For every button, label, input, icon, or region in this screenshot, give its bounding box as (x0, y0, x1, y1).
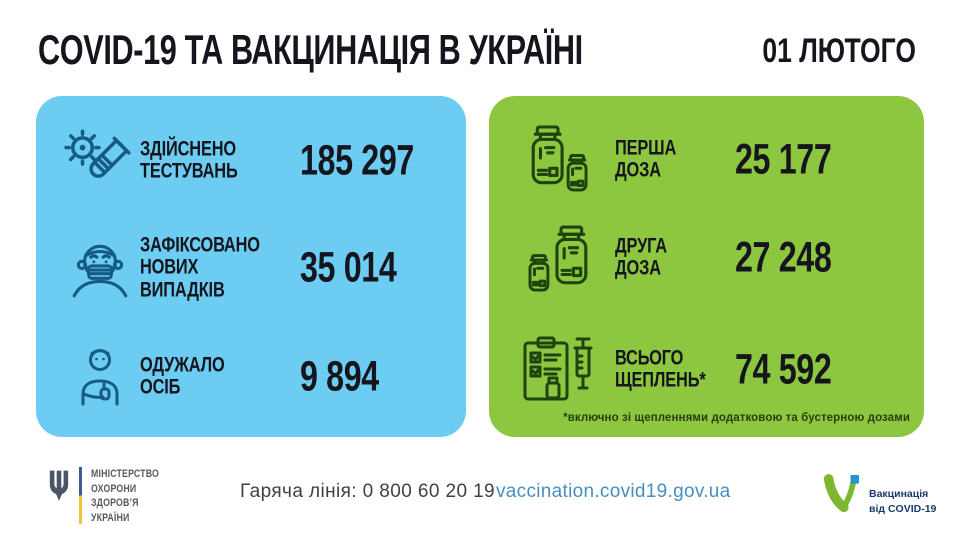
covid-stats-panel: ЗДІЙСНЕНО ТЕСТУВАНЬ 185 297 (36, 96, 466, 437)
stat-label: ЗАФІКСОВАНО НОВИХ ВИПАДКІВ (140, 233, 260, 302)
person-mask-icon (60, 235, 140, 301)
stat-row-new-cases: ЗАФІКСОВАНО НОВИХ ВИПАДКІВ 35 014 (36, 218, 466, 318)
vaccination-logo-text: Вакцинація від COVID-19 (869, 488, 937, 515)
stat-label: ВСЬОГО ЩЕПЛЕНЬ* (615, 346, 706, 392)
vials-second-dose-icon (517, 220, 601, 296)
ministry-name: МІНІСТЕРСТВО ОХОРОНИ ЗДОРОВ’Я УКРАЇНИ (91, 468, 160, 524)
vaccination-stats-panel: ПЕРША ДОЗА 25 177 (489, 96, 924, 437)
report-date: 01 ЛЮТОГО (762, 32, 916, 70)
test-tube-virus-icon (60, 128, 140, 194)
vaccination-campaign-logo: Вакцинація від COVID-19 (822, 472, 936, 518)
stat-label: ОДУЖАЛО ОСІБ (140, 353, 225, 399)
stat-value: 25 177 (735, 135, 832, 184)
stat-row-total-vaccinations: ВСЬОГО ЩЕПЛЕНЬ* 74 592 (489, 320, 924, 420)
clipboard-syringe-icon (517, 334, 601, 406)
trident-icon (48, 469, 70, 507)
vials-first-dose-icon (517, 122, 601, 198)
vaccination-v-icon (822, 472, 860, 518)
vaccination-footnote: *включно зі щепленнями додатковою та бус… (563, 412, 910, 424)
stat-value: 74 592 (735, 345, 832, 394)
vaccination-site-link[interactable]: vaccination.covid19.gov.ua (496, 481, 731, 502)
stat-value: 27 248 (735, 233, 832, 282)
stat-row-tests: ЗДІЙСНЕНО ТЕСТУВАНЬ 185 297 (36, 111, 466, 211)
stat-value: 35 014 (300, 243, 397, 292)
stat-label: ЗДІЙСНЕНО ТЕСТУВАНЬ (140, 137, 238, 183)
person-recovered-icon (60, 345, 140, 409)
ministry-logo: МІНІСТЕРСТВО ОХОРОНИ ЗДОРОВ’Я УКРАЇНИ (48, 467, 176, 525)
stat-label: ДРУГА ДОЗА (615, 234, 667, 280)
stat-row-first-dose: ПЕРША ДОЗА 25 177 (489, 110, 924, 210)
stat-value: 9 894 (300, 352, 379, 401)
stat-row-second-dose: ДРУГА ДОЗА 27 248 (489, 208, 924, 308)
page-title: COVID-19 ТА ВАКЦИНАЦІЯ В УКРАЇНІ (38, 26, 583, 73)
logo-divider (79, 467, 82, 524)
hotline-text: Гаряча лінія: 0 800 60 20 19 (240, 481, 496, 502)
stat-row-recovered: ОДУЖАЛО ОСІБ 9 894 (36, 327, 466, 427)
stat-value: 185 297 (300, 136, 414, 185)
stat-label: ПЕРША ДОЗА (615, 136, 677, 182)
